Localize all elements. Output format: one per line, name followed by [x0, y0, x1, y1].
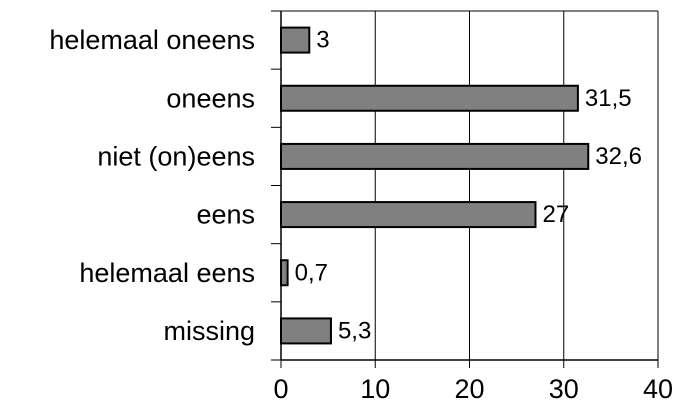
data-label: 3 [316, 27, 329, 54]
bar [280, 259, 289, 287]
data-labels: 3 31,5 32,6 27 0,7 5,3 [295, 27, 642, 345]
data-label: 27 [542, 201, 569, 228]
x-tick-label: 0 [273, 374, 288, 404]
x-tick-label: 30 [549, 374, 579, 404]
category-label: helemaal oneens [49, 25, 255, 55]
bar [280, 84, 579, 112]
category-label: missing [163, 316, 255, 346]
x-tick-labels: 0 10 20 30 40 [273, 374, 673, 404]
category-label: oneens [166, 83, 255, 113]
category-labels: helemaal oneens oneens niet (on)eens eens he… [49, 25, 255, 346]
bar [280, 317, 332, 345]
category-label: niet (on)eens [97, 141, 255, 171]
bar [280, 142, 590, 170]
bar [280, 201, 537, 229]
bars [280, 26, 590, 345]
grid-lines [374, 11, 659, 360]
category-label: eens [196, 200, 255, 230]
x-tick-label: 10 [360, 374, 390, 404]
data-label: 32,6 [595, 143, 642, 170]
data-label: 31,5 [585, 85, 632, 112]
axis-ticks [271, 10, 659, 368]
data-label: 5,3 [338, 317, 371, 344]
bar [280, 26, 311, 54]
x-tick-label: 40 [643, 374, 673, 404]
category-label: helemaal eens [79, 258, 255, 288]
x-tick-label: 20 [454, 374, 484, 404]
data-label: 0,7 [295, 259, 328, 286]
